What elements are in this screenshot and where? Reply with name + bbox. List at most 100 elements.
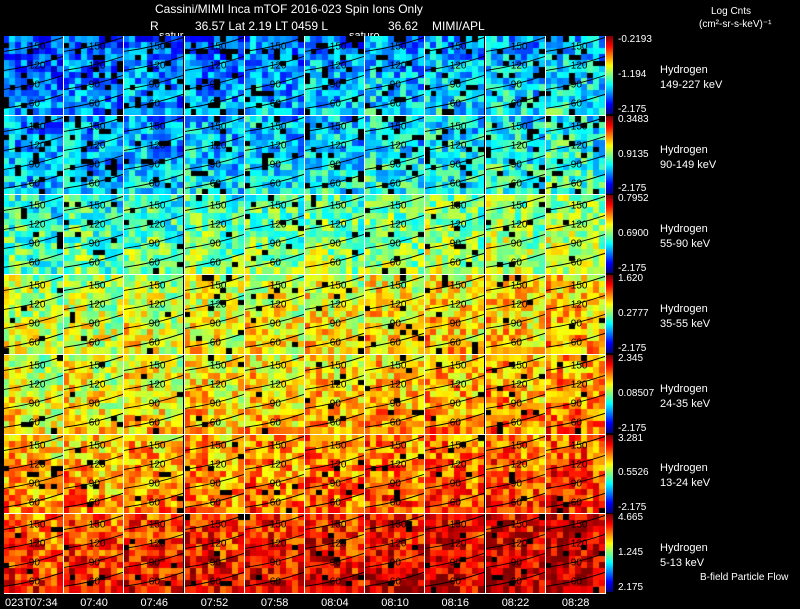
contour-line (184, 295, 244, 311)
colorbar-min-label: -2.175 (618, 183, 647, 195)
contour-line (365, 473, 425, 489)
heatmap-panel: 150 120 90 60 (545, 514, 606, 594)
contour-label: 90 (29, 319, 41, 330)
contour-label: 150 (209, 520, 226, 531)
contour-label: 120 (390, 60, 407, 71)
heatmap-panel: 150 120 90 60 (365, 115, 426, 196)
contour-label: 150 (571, 281, 588, 292)
heatmap-panel: 150 120 90 60 (425, 115, 486, 196)
contour-line (425, 74, 485, 90)
contour-line (244, 333, 304, 348)
pitch-angle-contours: 150 120 90 60 (124, 355, 184, 428)
contour-label: 60 (89, 178, 101, 189)
pitch-angle-contours: 150 120 90 60 (244, 355, 304, 428)
contour-line (365, 572, 425, 588)
colorbar (606, 275, 613, 354)
contour-label: 150 (510, 360, 527, 371)
heatmap-panel: 150 120 90 60 (244, 115, 305, 196)
heatmap-panel: 150 120 90 60 (124, 36, 185, 116)
contour-label: 120 (571, 140, 588, 151)
contour-label: 120 (571, 300, 588, 311)
contour-label: 120 (330, 140, 347, 151)
contour-label: 60 (89, 258, 101, 269)
heatmap-panel: 150 120 90 60 (425, 514, 486, 594)
contour-label: 90 (270, 398, 282, 409)
contour-line (545, 74, 605, 90)
heatmap-panel: 150 120 90 60 (545, 195, 606, 276)
contour-line (365, 412, 425, 428)
contour-line (545, 393, 605, 409)
units-sublabel: (cm²-sr-s-keV)⁻¹ (699, 19, 772, 30)
contour-line (365, 196, 425, 212)
contour-line (244, 93, 304, 109)
contour-line (545, 253, 605, 269)
contour-label: 150 (330, 201, 347, 212)
contour-line (545, 435, 605, 451)
contour-line (485, 553, 545, 569)
contour-line (244, 492, 304, 508)
contour-label: 120 (571, 220, 588, 231)
contour-line (64, 572, 124, 588)
contour-line (545, 196, 605, 212)
contour-label: 90 (450, 319, 462, 330)
heatmap-panel: 150 120 90 60 (485, 195, 546, 276)
pitch-angle-contours: 150 120 90 60 (184, 196, 244, 269)
contour-line (365, 393, 425, 409)
contour-label: 150 (29, 41, 46, 52)
contour-label: 120 (149, 379, 166, 390)
contour-label: 90 (209, 159, 221, 170)
pitch-angle-contours: 150 120 90 60 (4, 196, 63, 269)
contour-line (485, 56, 545, 71)
contour-line (184, 56, 244, 71)
contour-line (244, 173, 304, 189)
contour-line (305, 412, 364, 428)
heatmap-panel: 150 120 90 60 (64, 434, 125, 515)
contour-line (4, 333, 63, 348)
pitch-angle-contours: 150 120 90 60 (545, 37, 605, 109)
pitch-angle-contours: 150 120 90 60 (184, 515, 244, 588)
contour-label: 90 (270, 159, 282, 170)
contour-label: 90 (89, 159, 101, 170)
contour-line (365, 355, 425, 371)
contour-line (64, 116, 124, 132)
contour-line (365, 553, 425, 569)
pitch-angle-contours: 150 120 90 60 (365, 435, 425, 508)
heatmap-panel: 150 120 90 60 (124, 195, 185, 276)
contour-label: 90 (270, 79, 282, 90)
contour-line (124, 572, 184, 588)
energy-range-label: 35-55 keV (660, 318, 711, 330)
contour-line (425, 173, 485, 189)
contour-label: 150 (571, 121, 588, 132)
contour-label: 120 (450, 459, 467, 470)
contour-line (124, 333, 184, 348)
contour-label: 120 (29, 300, 46, 311)
contour-line (425, 314, 485, 329)
contour-line (305, 492, 364, 508)
colorbar-mid-label: 0.08507 (618, 387, 655, 399)
pitch-angle-contours: 150 120 90 60 (545, 435, 605, 508)
contour-label: 120 (89, 459, 106, 470)
contour-line (124, 553, 184, 569)
pitch-angle-contours: 150 120 90 60 (485, 37, 545, 109)
contour-line (545, 492, 605, 508)
pitch-angle-contours: 150 120 90 60 (4, 355, 63, 428)
heatmap-panel: 150 120 90 60 (425, 195, 486, 276)
contour-label: 60 (89, 417, 101, 428)
contour-label: 120 (270, 140, 287, 151)
contour-line (64, 374, 124, 390)
contour-label: 120 (571, 379, 588, 390)
contour-label: 60 (450, 577, 462, 588)
contour-line (4, 37, 63, 52)
contour-line (184, 473, 244, 489)
contour-line (244, 74, 304, 90)
contour-label: 90 (149, 239, 161, 250)
contour-label: 150 (149, 201, 166, 212)
contour-line (244, 393, 304, 409)
contour-line (425, 234, 485, 250)
contour-line (184, 173, 244, 189)
contour-label: 150 (571, 201, 588, 212)
contour-label: 150 (270, 41, 287, 52)
time-tick-label: 023T07:34 (5, 597, 58, 609)
contour-line (485, 333, 545, 348)
contour-label: 150 (330, 121, 347, 132)
